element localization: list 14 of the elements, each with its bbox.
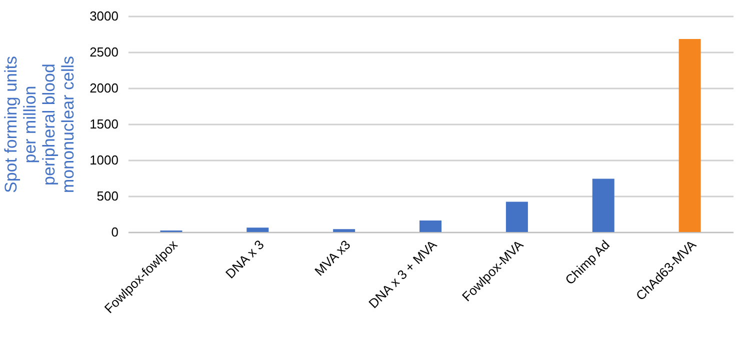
- y-tick-label: 1000: [90, 152, 118, 168]
- bar: [592, 178, 614, 232]
- y-tick-label: 500: [96, 188, 118, 204]
- y-axis-title: Spot forming units per million peripheral blood mononuclear cells: [2, 56, 78, 194]
- y-tick-label: 0: [111, 224, 118, 240]
- bar: [420, 220, 442, 232]
- y-tick-label: 2500: [90, 44, 118, 60]
- y-tick-label: 3000: [90, 8, 118, 24]
- y-tick-label: 2000: [90, 80, 118, 96]
- bar: [333, 229, 356, 232]
- y-tick-label: 1500: [90, 116, 118, 132]
- bar: [246, 228, 269, 232]
- bar: [506, 202, 528, 232]
- bar: [678, 39, 701, 232]
